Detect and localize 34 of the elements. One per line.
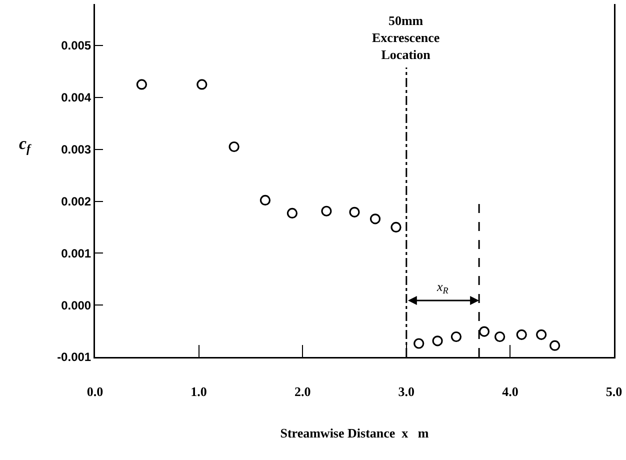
annotation: x$_{R}$ [436, 279, 449, 296]
x-tick-label: 4.0 [502, 384, 518, 400]
point [196, 79, 208, 90]
point [390, 222, 402, 233]
point [550, 340, 560, 351]
point [136, 79, 148, 90]
x-tick-label: 2.0 [294, 384, 311, 400]
y-tick-label: 0.002 [61, 194, 92, 208]
point [450, 331, 462, 342]
point [414, 338, 424, 349]
x-tick-label: 5.0 [606, 384, 622, 400]
point [228, 141, 240, 152]
y-tick-label: -0.001 [57, 350, 92, 364]
y-axis-title: c$_{f}$ [19, 134, 32, 156]
point [516, 329, 527, 340]
ref-line-label: 50mm Excrescence Location [372, 13, 440, 62]
y-tick-label: 0.003 [61, 142, 92, 157]
point [432, 336, 443, 346]
point [536, 329, 547, 340]
x-tick-label: 1.0 [190, 384, 207, 400]
point [349, 206, 360, 218]
point [321, 206, 332, 216]
x-tick-label: 3.0 [398, 384, 415, 400]
x-axis-title: Streamwise Distance x m [280, 425, 429, 440]
x-tick-label: 0.0 [86, 384, 104, 400]
y-tick-label: 0.000 [61, 298, 92, 312]
point [478, 326, 490, 337]
point [494, 331, 506, 342]
y-tick-label: 0.005 [61, 38, 92, 53]
y-tick-label: 0.004 [61, 90, 92, 105]
y-tick-label: 0.001 [61, 246, 92, 260]
point [260, 194, 271, 206]
point [286, 208, 298, 218]
point [370, 214, 381, 224]
